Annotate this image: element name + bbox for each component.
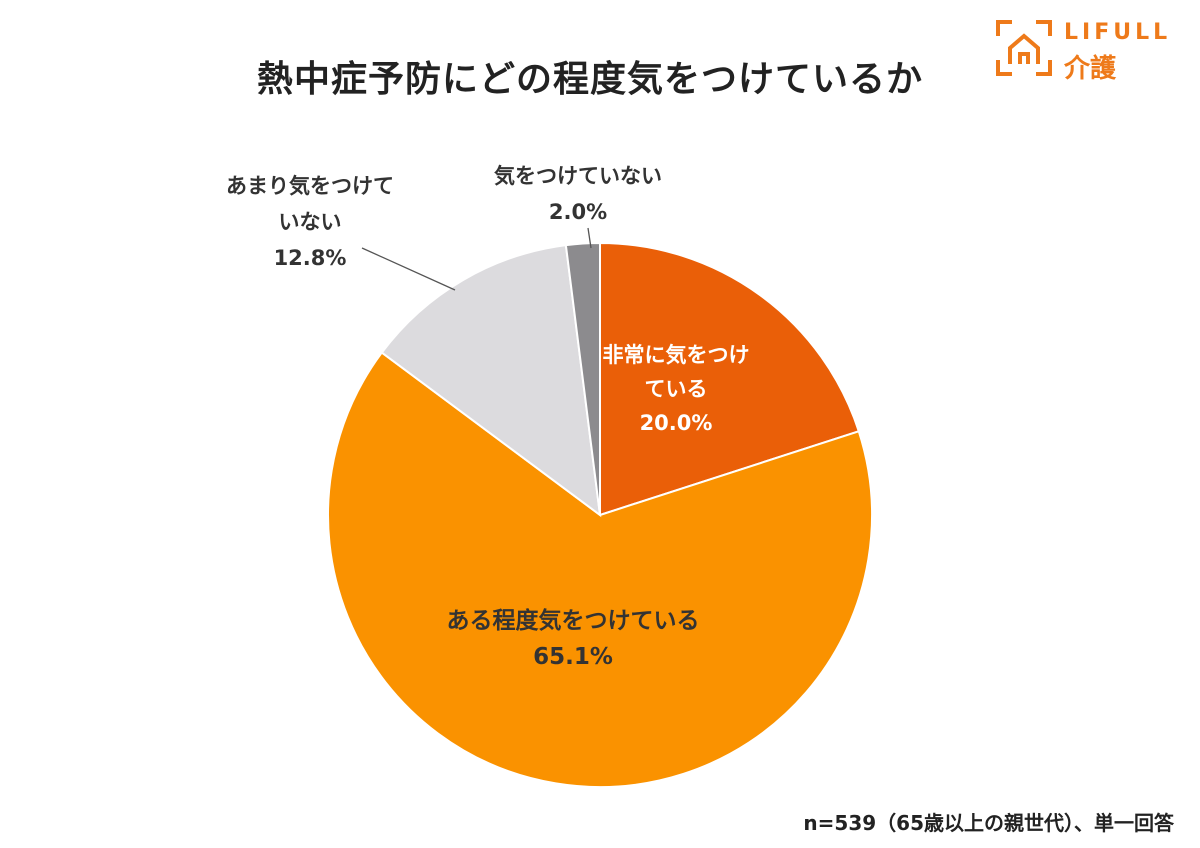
logo-text-jp: 介護 — [1064, 54, 1117, 84]
pie-slice-3 — [380, 244, 602, 518]
slice-label-3-line-1: あまり気をつけて — [226, 174, 394, 198]
slice-label-1-line-1: 非常に気をつけ — [603, 343, 750, 367]
chart-title: 熱中症予防にどの程度気をつけているか — [256, 59, 923, 100]
pie-slice-1 — [599, 241, 861, 517]
slice-label-3-line-2: いない — [279, 210, 342, 234]
logo-text-en: LIFULL — [1064, 20, 1172, 45]
slice-value-3: 12.8% — [274, 246, 347, 270]
leader-line-4 — [587, 227, 592, 249]
house-logo-icon — [996, 20, 1052, 76]
slice-value-4: 2.0% — [549, 200, 607, 224]
slice-label-1-line-2: ている — [645, 377, 708, 401]
footnote: n=539（65歳以上の親世代）、単一回答 — [803, 811, 1174, 835]
lifull-logo: LIFULL 介護 — [994, 18, 1184, 84]
slice-label-2-line-1: ある程度気をつけている — [447, 607, 700, 634]
slice-label-4-line-1: 気をつけていない — [494, 164, 662, 188]
leader-line-3 — [361, 247, 456, 291]
slice-value-1: 20.0% — [640, 411, 713, 435]
pie-slice-2 — [327, 351, 873, 788]
slice-value-2: 65.1% — [533, 644, 613, 670]
pie-slice-4 — [564, 241, 601, 516]
